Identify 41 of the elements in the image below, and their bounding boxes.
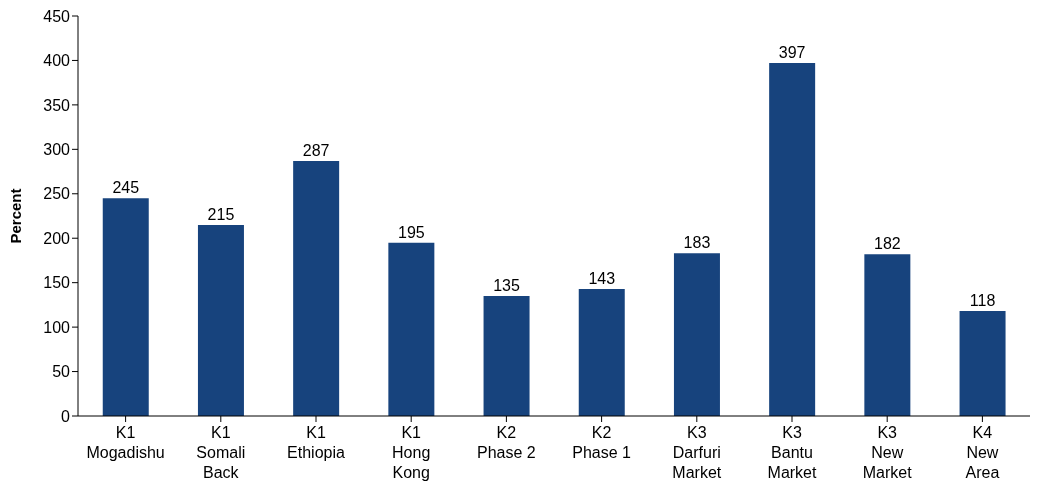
y-tick-label: 450 [43, 7, 71, 25]
y-tick-label: 50 [52, 363, 71, 381]
x-tick-label: K1 Somali Back [196, 424, 246, 481]
x-tick-label: K2 Phase 2 [477, 424, 536, 461]
data-label: 215 [207, 205, 235, 223]
bar [483, 296, 530, 416]
x-tick-label: K1 Hong Kong [392, 424, 431, 481]
y-tick-label: 150 [43, 274, 71, 292]
bar [388, 242, 435, 416]
x-tick-label: K1 Ethiopia [287, 424, 346, 461]
y-tick-label: 100 [43, 318, 71, 336]
y-axis-title: Percent [7, 188, 25, 244]
data-label: 397 [778, 44, 806, 62]
x-tick-label: K3 Darfuri Market [672, 424, 722, 481]
data-label: 135 [493, 277, 520, 294]
y-tick-label: 200 [43, 229, 71, 247]
bar [864, 254, 911, 416]
bar [293, 160, 340, 416]
x-tick-label: K3 Bantu Market [767, 424, 817, 481]
y-tick-label: 0 [61, 407, 71, 425]
bar [102, 198, 149, 416]
bar [959, 311, 1006, 416]
y-tick-label: 400 [43, 52, 71, 70]
x-tick-label: K2 Phase 1 [572, 424, 632, 461]
y-tick-label: 300 [43, 141, 71, 159]
bar [578, 288, 625, 416]
data-label: 182 [874, 235, 901, 253]
data-label: 183 [683, 234, 711, 252]
y-tick-label: 250 [43, 185, 71, 203]
data-label: 245 [112, 179, 140, 197]
x-tick-label: K4 New Area [965, 424, 1000, 481]
data-label: 287 [302, 141, 330, 159]
bar [197, 224, 244, 416]
data-label: 143 [588, 269, 616, 287]
x-tick-label: K3 New Market [862, 424, 913, 481]
bar [673, 253, 720, 416]
data-label: 195 [398, 223, 425, 241]
bar [769, 63, 816, 416]
data-label: 118 [969, 292, 996, 310]
y-tick-label: 350 [43, 96, 71, 114]
x-tick-label: K1 Mogadishu [86, 424, 165, 461]
